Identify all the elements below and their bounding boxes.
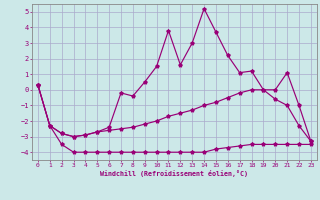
X-axis label: Windchill (Refroidissement éolien,°C): Windchill (Refroidissement éolien,°C) [100, 170, 248, 177]
